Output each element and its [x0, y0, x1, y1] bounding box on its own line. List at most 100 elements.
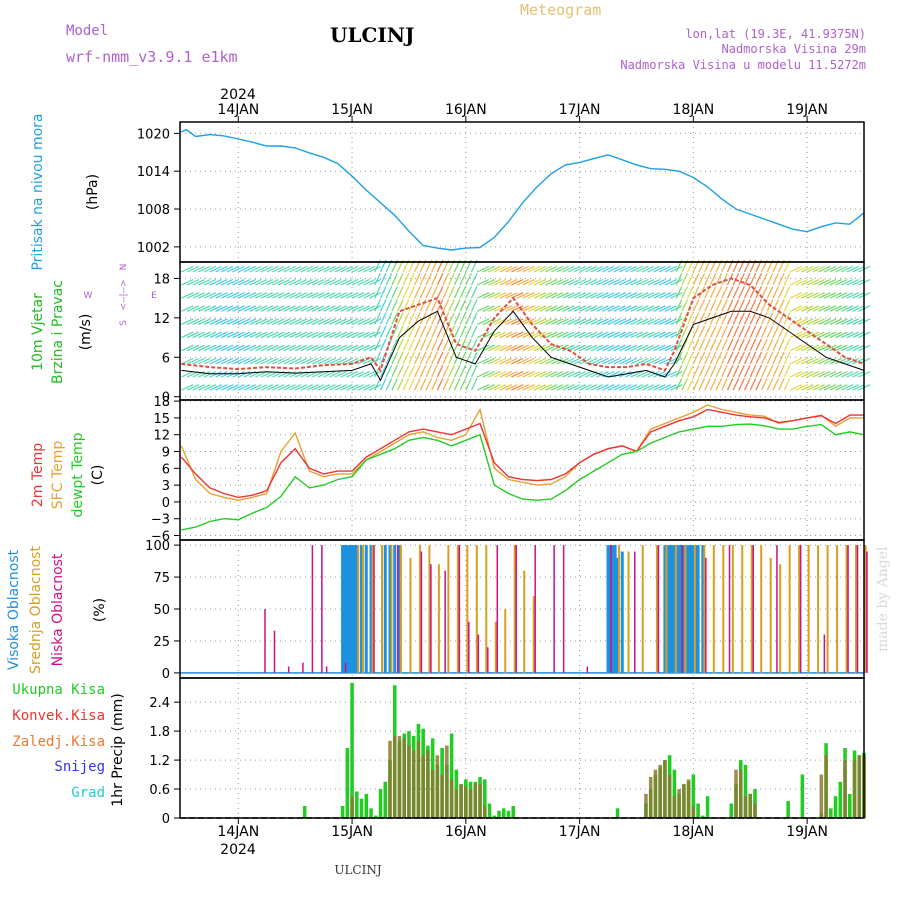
wind-barb	[499, 370, 512, 378]
wind-barb	[641, 292, 655, 299]
wind-barb	[306, 292, 319, 299]
precip-total-bar	[672, 769, 677, 818]
wind-barb	[260, 305, 274, 312]
wind-barb	[419, 286, 427, 299]
wind-barb	[470, 338, 478, 351]
wind-barb	[664, 384, 677, 391]
wind-barb	[311, 331, 325, 339]
wind-barb	[539, 265, 552, 273]
wind-barb	[818, 292, 831, 299]
wind-barb	[687, 351, 694, 365]
wind-barb	[681, 338, 689, 351]
wind-barb	[448, 325, 455, 338]
wind-barb	[585, 292, 598, 299]
wind-barb	[351, 305, 365, 312]
ylabel-low-cloud: Niska Oblacnost	[50, 553, 66, 666]
y-tick-label: 50	[153, 603, 170, 618]
direction-arrows: <--|-->	[119, 279, 129, 310]
wind-barb	[346, 292, 359, 299]
wind-barb	[272, 292, 285, 299]
wind-barb	[579, 344, 592, 352]
wind-barb	[266, 331, 279, 339]
wind-barb	[431, 364, 438, 378]
wind-barb	[692, 325, 700, 338]
wind-barb	[829, 331, 842, 339]
wind-barb	[283, 292, 296, 299]
wind-barb	[636, 370, 649, 378]
cloud-bar	[458, 545, 461, 673]
ylabel-wind-2: Brzina i Pravac	[50, 280, 66, 384]
wind-barb	[340, 384, 353, 391]
wind-barb	[181, 344, 194, 352]
wind-barb	[550, 357, 564, 365]
wind-barb	[294, 265, 308, 273]
wind-barb	[801, 278, 814, 286]
wind-barb	[602, 357, 615, 365]
wind-barb	[448, 351, 455, 365]
wind-barb	[419, 378, 427, 391]
wind-barb	[687, 338, 694, 351]
wind-barb	[556, 292, 569, 299]
wind-barb	[726, 286, 734, 299]
wind-barb	[539, 292, 552, 299]
wind-barb	[846, 344, 859, 352]
ylabel-temp-unit: (C)	[90, 465, 106, 486]
wind-barb	[186, 292, 200, 299]
wind-barb	[681, 286, 689, 299]
wind-barb	[402, 299, 410, 312]
wind-barb	[425, 325, 433, 338]
precip-total-bar	[302, 805, 307, 818]
wind-barb	[192, 318, 205, 325]
station-title: ULCINJ	[330, 23, 415, 47]
wind-barb	[602, 384, 615, 391]
wind-barb	[783, 351, 791, 365]
wind-barb	[243, 278, 257, 286]
wind-barb	[573, 265, 586, 273]
wind-barb	[823, 370, 837, 378]
wind-barb	[766, 338, 774, 351]
cloud-bar	[611, 545, 615, 673]
wind-speed-line	[181, 310, 865, 382]
wind-barb	[391, 312, 398, 325]
wind-barb	[664, 265, 677, 273]
wind-barb	[567, 278, 581, 286]
precip-conv-bar	[743, 796, 748, 818]
wind-barb	[357, 265, 370, 273]
wind-barb	[533, 331, 547, 339]
wind-barb	[590, 357, 604, 365]
wind-barb	[232, 331, 245, 339]
wind-barb	[579, 331, 592, 339]
wind-barb	[573, 344, 586, 352]
wind-barb	[209, 278, 222, 286]
wind-barb	[840, 370, 854, 378]
wind-barb	[585, 344, 598, 352]
cloud-bar	[325, 666, 328, 673]
precip-conv-bar	[644, 793, 648, 818]
wind-barb	[374, 272, 381, 286]
wind-barb	[516, 318, 530, 325]
wind-barb	[363, 305, 376, 312]
wind-barb	[641, 305, 655, 312]
cloud-bar	[703, 545, 706, 673]
wind-barb	[624, 331, 638, 339]
wind-barb	[334, 344, 348, 352]
y-tick-label: 1.2	[149, 754, 170, 769]
y-tick-label: 0	[162, 667, 170, 682]
cloud-bar	[364, 545, 368, 673]
wind-barb	[726, 325, 734, 338]
cloud-bar	[273, 630, 276, 673]
wind-barb	[215, 344, 228, 352]
wind-barb	[579, 265, 592, 273]
wind-barb	[602, 331, 615, 339]
wind-barb	[277, 344, 291, 352]
wind-barb	[368, 331, 382, 339]
wind-barb	[431, 286, 438, 299]
wind-barb	[647, 384, 660, 391]
wind-barb	[801, 370, 814, 378]
wind-barb	[379, 325, 387, 338]
wind-barb	[550, 370, 564, 378]
cloud-bar	[620, 551, 624, 673]
wind-barb	[522, 318, 535, 325]
wind-barb	[215, 331, 228, 339]
wind-barb	[522, 384, 535, 391]
